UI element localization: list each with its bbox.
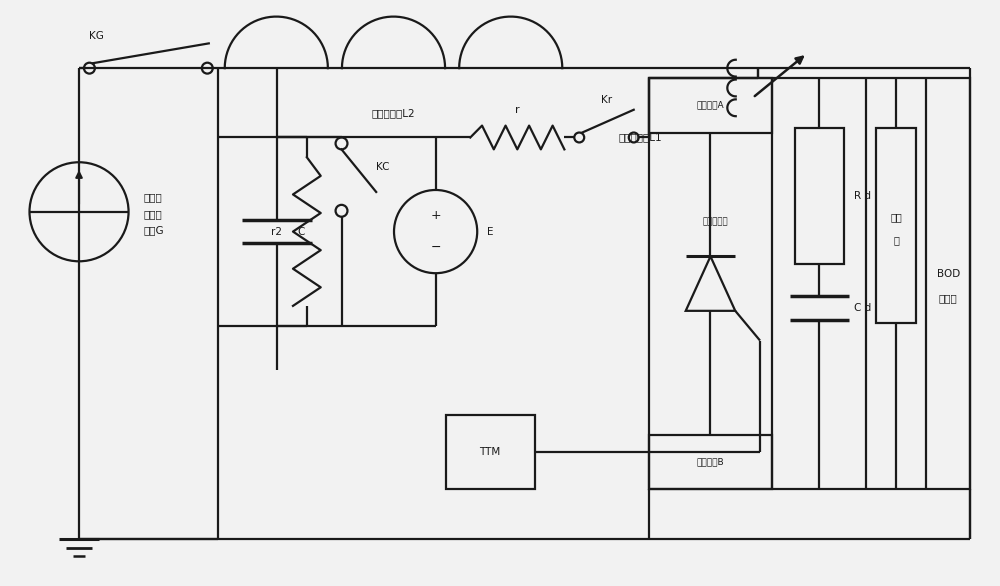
Bar (795, 128, 844, 264)
Text: Kr: Kr (601, 95, 612, 105)
Text: 电路板: 电路板 (939, 294, 958, 304)
Bar (876, 128, 916, 323)
Text: 避雷: 避雷 (890, 213, 902, 223)
Text: R d: R d (854, 190, 871, 200)
Text: KC: KC (376, 162, 390, 172)
Text: 续缘导热B: 续缘导热B (697, 458, 724, 466)
Text: 抽头电抗器L2: 抽头电抗器L2 (372, 108, 415, 118)
Text: −: − (430, 241, 441, 254)
Text: 饱和电抗器L1: 饱和电抗器L1 (619, 132, 662, 142)
Bar (649, 78, 970, 489)
Text: KG: KG (89, 32, 104, 42)
Text: 高压恒: 高压恒 (143, 209, 162, 219)
Bar (649, 435, 772, 489)
Text: 器: 器 (893, 235, 899, 246)
Text: 续缘导热A: 续缘导热A (697, 101, 724, 110)
Text: C d: C d (854, 304, 871, 314)
Text: 可变频: 可变频 (143, 192, 162, 202)
Text: TTM: TTM (479, 447, 501, 457)
Text: E: E (487, 227, 494, 237)
Text: r2: r2 (271, 227, 282, 237)
Bar (446, 415, 535, 489)
Text: BOD: BOD (937, 269, 960, 279)
Text: C: C (297, 227, 304, 237)
Text: +: + (430, 209, 441, 222)
Text: r: r (515, 105, 520, 115)
Text: 试品晶闸管: 试品晶闸管 (703, 217, 728, 226)
Bar (649, 78, 772, 132)
Text: 流源G: 流源G (143, 226, 164, 236)
